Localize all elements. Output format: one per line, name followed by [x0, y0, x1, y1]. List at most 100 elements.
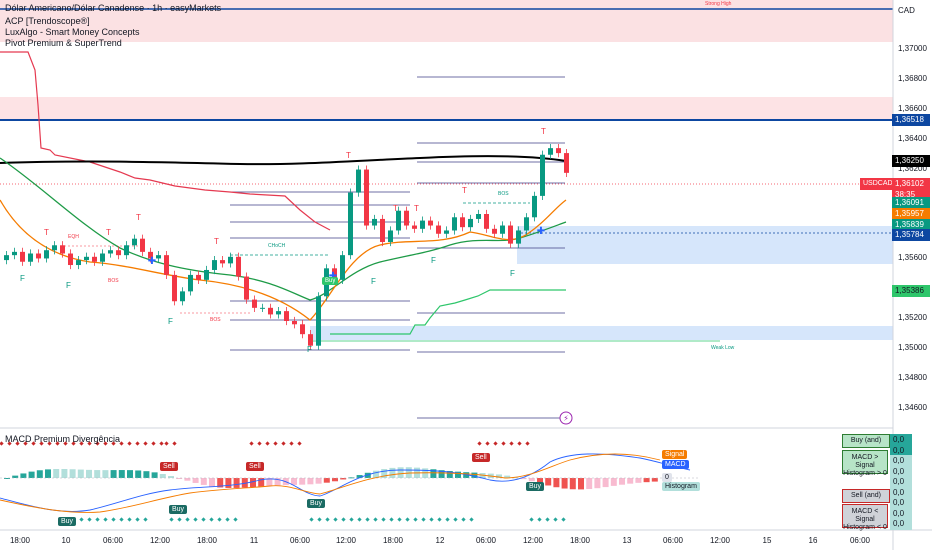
candle[interactable] [372, 218, 377, 226]
candle[interactable] [516, 230, 521, 244]
price-badge-level: 1,35784 [892, 229, 930, 241]
candle[interactable] [276, 311, 281, 315]
currency-label[interactable]: CAD [898, 6, 915, 15]
candle[interactable] [556, 148, 561, 154]
candle[interactable] [500, 225, 505, 234]
ema-green [0, 157, 567, 301]
indicator-acp[interactable]: ACP [Trendoscope®] [5, 16, 90, 26]
candle[interactable] [156, 255, 161, 259]
candle[interactable] [340, 255, 345, 280]
candle[interactable] [396, 210, 401, 231]
candle[interactable] [460, 217, 465, 228]
candle[interactable] [220, 260, 225, 264]
candle[interactable] [300, 324, 305, 335]
candle[interactable] [468, 218, 473, 228]
candle[interactable] [260, 307, 265, 309]
candle[interactable] [68, 253, 73, 266]
candle[interactable] [132, 238, 137, 246]
candle[interactable] [124, 245, 129, 256]
candle[interactable] [76, 260, 81, 266]
candle[interactable] [404, 210, 409, 226]
candles[interactable] [4, 144, 569, 350]
candle[interactable] [540, 154, 545, 196]
candle[interactable] [172, 274, 177, 302]
divergence-dot [249, 441, 254, 446]
candle[interactable] [164, 255, 169, 275]
candle[interactable] [148, 251, 153, 259]
candle[interactable] [508, 225, 513, 244]
signal-line [0, 453, 661, 513]
divergence-dot [289, 441, 294, 446]
histogram-bar [545, 478, 552, 486]
candle[interactable] [116, 250, 121, 256]
candle[interactable] [348, 192, 353, 256]
candle[interactable] [212, 260, 217, 270]
candle[interactable] [452, 217, 457, 231]
top-marker: T [214, 237, 219, 246]
candle[interactable] [292, 321, 297, 325]
candle[interactable] [28, 253, 33, 262]
sell-box-condition: MACD < Signal Histogram < 0 [842, 504, 888, 531]
candle[interactable] [332, 268, 337, 280]
candle[interactable] [436, 225, 441, 234]
divergence-dot [159, 441, 164, 446]
candle[interactable] [228, 256, 233, 264]
candle[interactable] [36, 253, 41, 259]
divergence-dot [445, 517, 450, 522]
candle[interactable] [388, 230, 393, 242]
legend-histogram: Histogram [662, 482, 700, 491]
candle[interactable] [412, 225, 417, 229]
candle[interactable] [564, 153, 569, 173]
candle[interactable] [316, 296, 321, 346]
candle[interactable] [268, 307, 273, 315]
candle[interactable] [444, 230, 449, 234]
candle[interactable] [92, 256, 97, 262]
symbol-title[interactable]: Dólar Americano/Dólar Canadense · 1h · e… [5, 3, 222, 13]
bos-label: BOS [210, 317, 221, 323]
candle[interactable] [196, 274, 201, 280]
candle[interactable] [308, 334, 313, 346]
candle[interactable] [84, 256, 89, 261]
candle[interactable] [356, 169, 361, 193]
candle[interactable] [532, 195, 537, 218]
macd-title[interactable]: MACD Premium Divergência [5, 434, 121, 444]
divergence-dot [357, 517, 362, 522]
candle[interactable] [100, 253, 105, 262]
strong-high-label: Strong High [705, 1, 732, 7]
histogram-bar [225, 478, 232, 488]
candle[interactable] [476, 214, 481, 219]
candle[interactable] [188, 274, 193, 292]
candle[interactable] [52, 245, 57, 251]
price-tick: 1,36800 [898, 74, 927, 83]
candle[interactable] [548, 148, 553, 155]
candle[interactable] [492, 228, 497, 234]
candle[interactable] [12, 251, 17, 256]
histogram-bar [143, 471, 150, 478]
legend-zero: 0 [662, 473, 672, 482]
candle[interactable] [204, 269, 209, 280]
candle[interactable] [252, 299, 257, 308]
indicator-luxalgo[interactable]: LuxAlgo - Smart Money Concepts [5, 27, 140, 37]
candle[interactable] [108, 250, 113, 254]
histogram-bar [381, 469, 388, 478]
candle[interactable] [20, 251, 25, 262]
indicator-pivot[interactable]: Pivot Premium & SuperTrend [5, 38, 122, 48]
candle[interactable] [60, 245, 65, 254]
candle[interactable] [140, 238, 145, 252]
candle[interactable] [180, 291, 185, 302]
candle[interactable] [428, 220, 433, 226]
candle[interactable] [284, 311, 289, 321]
histogram-bar [127, 470, 133, 478]
divergence-dot [169, 517, 174, 522]
candle[interactable] [236, 256, 241, 277]
candle[interactable] [44, 250, 49, 259]
candle[interactable] [484, 214, 489, 229]
alert-icon[interactable] [559, 411, 573, 425]
candle[interactable] [364, 169, 369, 226]
candle[interactable] [420, 220, 425, 229]
candle[interactable] [244, 276, 249, 300]
candle[interactable] [524, 217, 529, 231]
candle[interactable] [380, 218, 385, 242]
candle[interactable] [4, 255, 9, 261]
